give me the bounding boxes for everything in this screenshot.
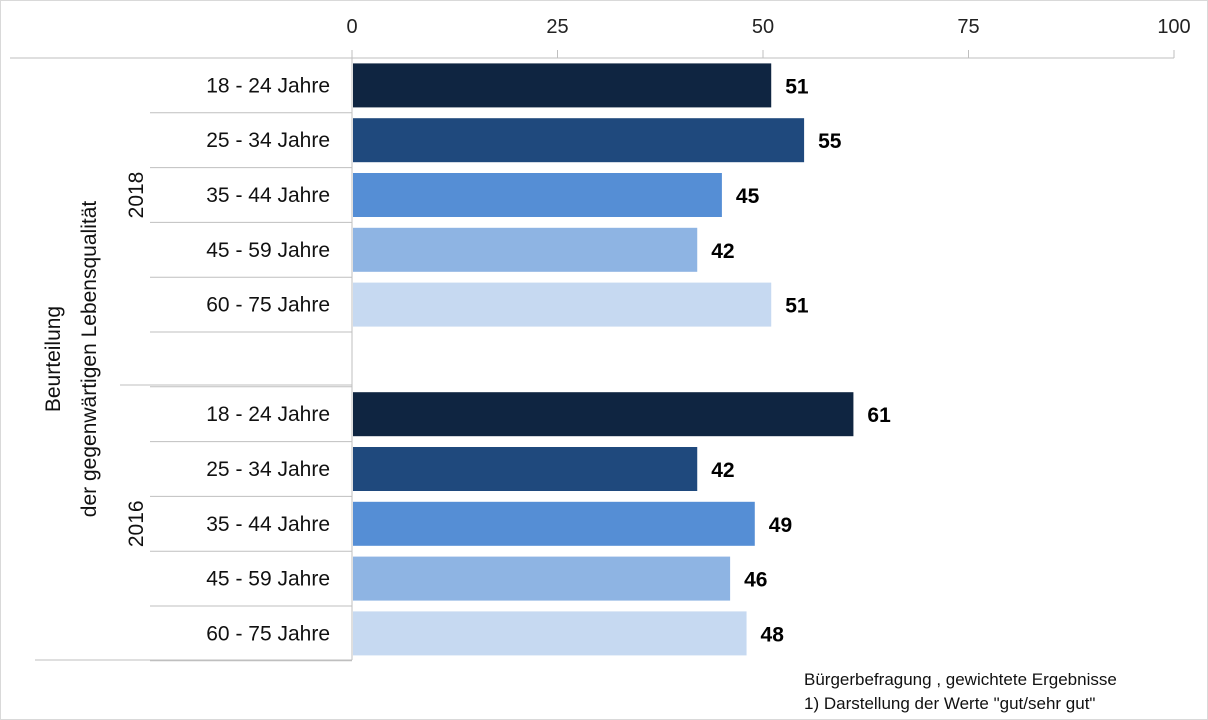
footnote-source: Bürgerbefragung , gewichtete Ergebnisse <box>804 670 1117 689</box>
group-label: 2018 <box>125 172 148 219</box>
category-label: 18 - 24 Jahre <box>206 403 330 426</box>
data-label: 49 <box>769 514 792 537</box>
data-label: 51 <box>785 75 809 98</box>
category-label: 25 - 34 Jahre <box>206 129 330 152</box>
data-label: 46 <box>744 569 767 592</box>
y-axis-title: Beurteilung <box>42 306 65 412</box>
category-label: 18 - 24 Jahre <box>206 74 330 97</box>
data-label: 48 <box>761 623 785 646</box>
footnote-note: 1) Darstellung der Werte "gut/sehr gut" <box>804 694 1096 713</box>
data-label: 42 <box>711 459 734 482</box>
bar <box>353 611 747 656</box>
category-label: 45 - 59 Jahre <box>206 568 330 591</box>
x-tick-label: 75 <box>957 16 979 38</box>
bar <box>353 392 854 437</box>
x-tick-label: 0 <box>346 16 357 38</box>
bar <box>353 118 805 163</box>
x-tick-label: 25 <box>546 16 568 38</box>
category-label: 45 - 59 Jahre <box>206 239 330 262</box>
bar <box>353 227 698 272</box>
data-label: 45 <box>736 185 760 208</box>
bar <box>353 501 755 546</box>
category-label: 60 - 75 Jahre <box>206 294 330 317</box>
category-label: 25 - 34 Jahre <box>206 458 330 481</box>
data-label: 55 <box>818 130 842 153</box>
data-label: 51 <box>785 295 809 318</box>
y-axis-title: der gegenwärtigen Lebensqualität <box>78 201 101 518</box>
data-label: 61 <box>867 404 891 427</box>
x-tick-label: 50 <box>752 16 774 38</box>
category-label: 60 - 75 Jahre <box>206 622 330 645</box>
group-label: 2016 <box>125 500 148 547</box>
bar <box>353 173 722 217</box>
bar <box>353 282 772 327</box>
bar <box>353 556 731 601</box>
bar <box>353 63 772 108</box>
x-tick-label: 100 <box>1157 16 1190 38</box>
bar <box>353 447 698 491</box>
category-label: 35 - 44 Jahre <box>206 513 330 536</box>
category-label: 35 - 44 Jahre <box>206 184 330 207</box>
data-label: 42 <box>711 240 734 263</box>
